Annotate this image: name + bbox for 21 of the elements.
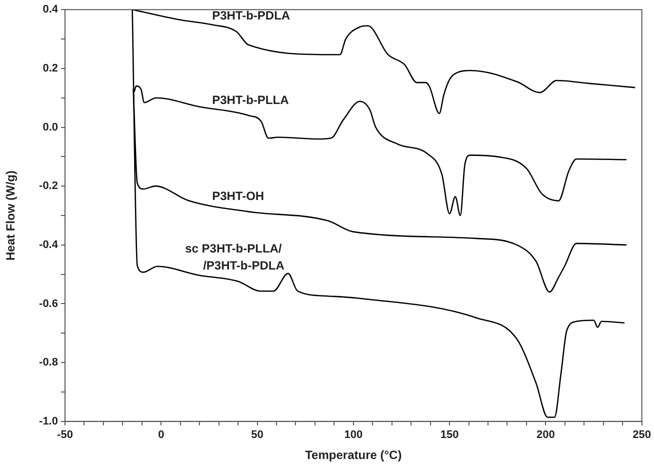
y-tick-label: -0.2 [39,180,58,192]
x-tick-label: 100 [344,429,363,442]
series-label: P3HT-b-PLLA [212,93,290,108]
x-tick-label: 0 [158,429,164,442]
x-tick-label: 50 [251,429,264,442]
y-tick-label: -0.8 [39,356,58,369]
y-axis-title: Heat Flow (W/g) [4,170,18,260]
series-label: P3HT-b-PDLA [212,8,290,23]
y-tick-label: 0.4 [42,4,59,16]
series-label: P3HT-OH [212,189,264,204]
x-tick-label: -50 [57,429,73,442]
series-label: sc P3HT-b-PLLA/ /P3HT-b-PDLA [185,242,285,273]
y-tick-label: 0.2 [42,62,58,74]
y-tick-label: -0.6 [39,298,58,310]
x-tick-label: 150 [440,429,459,442]
y-tick-label: 0.0 [42,121,58,134]
x-tick-label: 200 [536,429,555,442]
x-axis-title: Temperature (°C) [305,448,402,462]
y-tick-label: -1.0 [39,415,58,428]
y-tick-label: -0.4 [39,238,59,251]
x-tick-label: 250 [632,429,652,442]
